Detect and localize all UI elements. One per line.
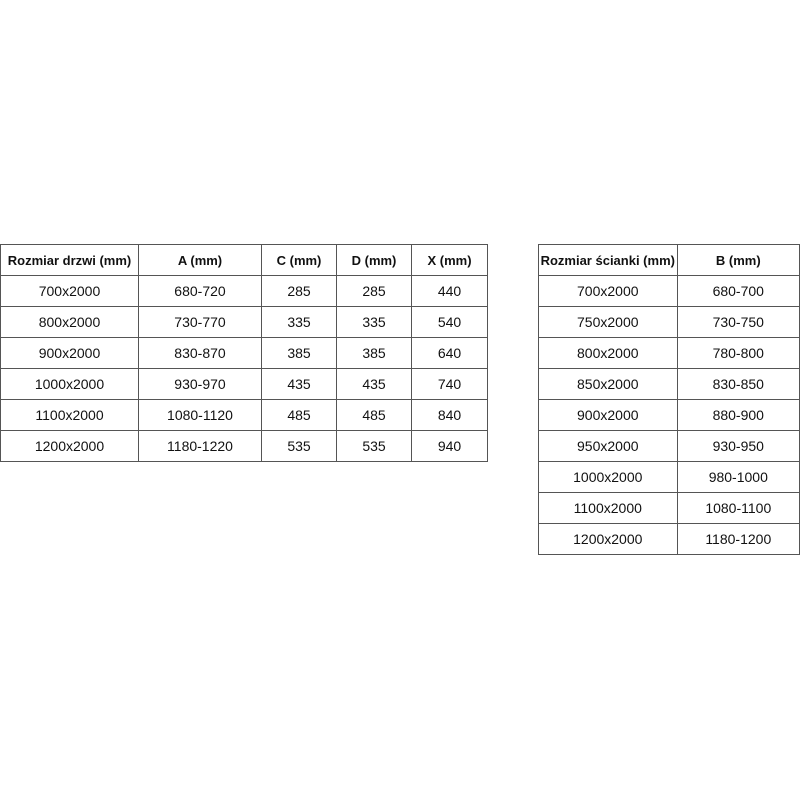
- table-row: 1000x2000 980-1000: [538, 461, 800, 493]
- table-cell: 385: [261, 337, 337, 369]
- table-cell: 1080-1100: [676, 492, 800, 524]
- table-row: 1100x2000 1080-1100: [538, 492, 800, 524]
- table-row: 900x2000 880-900: [538, 399, 800, 431]
- table-cell: 1080-1120: [138, 399, 262, 431]
- table-cell: 900x2000: [0, 337, 139, 369]
- table-row: 1100x2000 1080-1120 485 485 840: [0, 399, 488, 431]
- table-cell: 830-870: [138, 337, 262, 369]
- table-cell: 335: [261, 306, 337, 338]
- column-header: X (mm): [411, 244, 488, 276]
- column-header: C (mm): [261, 244, 337, 276]
- table-cell: 1200x2000: [0, 430, 139, 462]
- table-cell: 385: [336, 337, 412, 369]
- table-cell: 1100x2000: [0, 399, 139, 431]
- header-row: Rozmiar ścianki (mm) B (mm): [538, 244, 800, 276]
- table-row: 1200x2000 1180-1220 535 535 940: [0, 430, 488, 462]
- table-cell: 1100x2000: [538, 492, 678, 524]
- table-row: 850x2000 830-850: [538, 368, 800, 400]
- table-cell: 940: [411, 430, 488, 462]
- table-cell: 880-900: [676, 399, 800, 431]
- table-row: 900x2000 830-870 385 385 640: [0, 337, 488, 369]
- table-cell: 540: [411, 306, 488, 338]
- table-cell: 730-770: [138, 306, 262, 338]
- table-cell: 435: [336, 368, 412, 400]
- table-cell: 485: [261, 399, 337, 431]
- table-cell: 680-700: [676, 275, 800, 307]
- table-row: 700x2000 680-700: [538, 275, 800, 307]
- table-cell: 740: [411, 368, 488, 400]
- table-cell: 1180-1220: [138, 430, 262, 462]
- column-header: Rozmiar ścianki (mm): [538, 244, 678, 276]
- table-cell: 850x2000: [538, 368, 678, 400]
- column-header: Rozmiar drzwi (mm): [0, 244, 139, 276]
- wall-size-table: Rozmiar ścianki (mm) B (mm) 700x2000 680-70…: [538, 244, 800, 555]
- table-row: 750x2000 730-750: [538, 306, 800, 338]
- table-cell: 830-850: [676, 368, 800, 400]
- column-header: A (mm): [138, 244, 262, 276]
- table-cell: 285: [336, 275, 412, 307]
- door-size-table: Rozmiar drzwi (mm) A (mm) C (mm) D (mm) X (m…: [0, 244, 488, 462]
- table-cell: 285: [261, 275, 337, 307]
- table-cell: 640: [411, 337, 488, 369]
- table-cell: 1000x2000: [538, 461, 678, 493]
- table-cell: 435: [261, 368, 337, 400]
- table-row: 1000x2000 930-970 435 435 740: [0, 368, 488, 400]
- column-header: D (mm): [336, 244, 412, 276]
- table-cell: 1180-1200: [676, 523, 800, 555]
- table-cell: 485: [336, 399, 412, 431]
- table-cell: 535: [336, 430, 412, 462]
- table-row: 700x2000 680-720 285 285 440: [0, 275, 488, 307]
- table-cell: 950x2000: [538, 430, 678, 462]
- table-cell: 335: [336, 306, 412, 338]
- table-cell: 780-800: [676, 337, 800, 369]
- header-row: Rozmiar drzwi (mm) A (mm) C (mm) D (mm) X (m…: [0, 244, 488, 276]
- table-cell: 800x2000: [538, 337, 678, 369]
- table-cell: 930-950: [676, 430, 800, 462]
- table-cell: 730-750: [676, 306, 800, 338]
- table-cell: 1000x2000: [0, 368, 139, 400]
- column-header: B (mm): [676, 244, 800, 276]
- table-cell: 980-1000: [676, 461, 800, 493]
- table-cell: 900x2000: [538, 399, 678, 431]
- table-cell: 800x2000: [0, 306, 139, 338]
- table-cell: 750x2000: [538, 306, 678, 338]
- table-cell: 680-720: [138, 275, 262, 307]
- table-cell: 700x2000: [0, 275, 139, 307]
- table-row: 1200x2000 1180-1200: [538, 523, 800, 555]
- table-row: 950x2000 930-950: [538, 430, 800, 462]
- table-cell: 700x2000: [538, 275, 678, 307]
- table-cell: 535: [261, 430, 337, 462]
- table-cell: 1200x2000: [538, 523, 678, 555]
- table-row: 800x2000 780-800: [538, 337, 800, 369]
- table-cell: 440: [411, 275, 488, 307]
- table-cell: 930-970: [138, 368, 262, 400]
- table-row: 800x2000 730-770 335 335 540: [0, 306, 488, 338]
- table-cell: 840: [411, 399, 488, 431]
